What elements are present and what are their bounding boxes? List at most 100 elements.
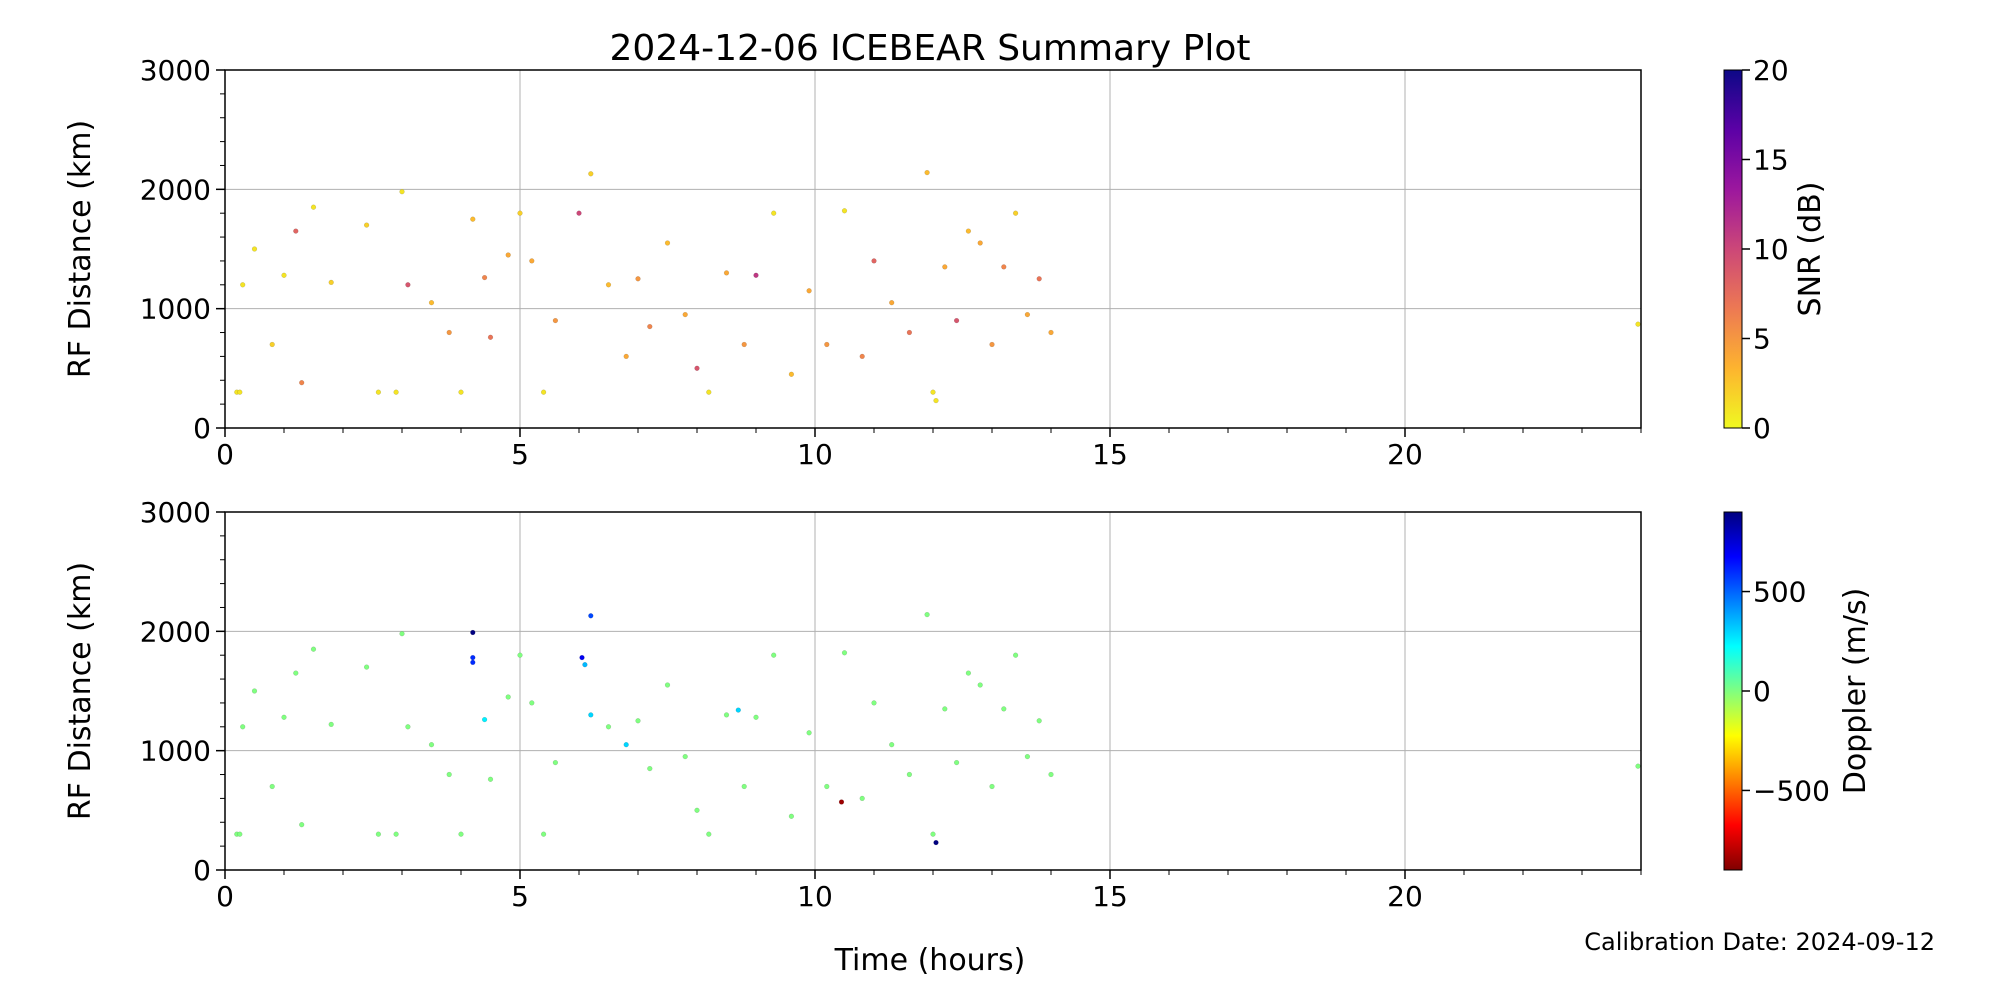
- scatter-point: [1001, 706, 1007, 712]
- x-tick-label: 20: [1387, 880, 1423, 913]
- scatter-point: [1012, 210, 1019, 216]
- scatter-point: [240, 282, 246, 288]
- scatter-point: [328, 279, 334, 286]
- scatter-point: [989, 783, 995, 790]
- axis-ticks: 0 5 10 15 20 0 1000 2000 3000: [140, 496, 1642, 913]
- scatter-point: [977, 682, 983, 688]
- scatter-point: [741, 341, 747, 348]
- y-axis-label: RF Distance (km): [63, 120, 98, 378]
- scatter-point: [364, 664, 370, 670]
- colorbar-ticks: −500 0 500: [1742, 576, 1830, 807]
- grid-lines: [225, 70, 1641, 428]
- scatter-point: [771, 652, 777, 658]
- y-tick-label: 0: [193, 412, 211, 445]
- colorbar-label: Doppler (m/s): [1838, 588, 1873, 795]
- colorbar-tick-label: −500: [1753, 774, 1830, 807]
- colorbar-ticks: 0 5 10 15 20: [1742, 54, 1789, 445]
- calibration-date: Calibration Date: 2024-09-12: [1584, 928, 1935, 956]
- scatter-point: [482, 716, 488, 723]
- scatter-point: [735, 707, 741, 713]
- scatter-point: [605, 724, 612, 730]
- scatter-point: [635, 276, 641, 282]
- y-tick-label: 2000: [140, 615, 211, 648]
- scatter-point: [399, 631, 405, 637]
- scatter-points: [234, 170, 1641, 404]
- scatter-point: [706, 831, 712, 837]
- scatter-point: [470, 654, 476, 661]
- scatter-point: [237, 831, 243, 837]
- scatter-point: [771, 210, 777, 216]
- colorbar-tick-label: 500: [1753, 576, 1806, 609]
- scatter-point: [251, 688, 258, 694]
- scatter-point: [889, 742, 895, 748]
- colorbar-tick-label: 20: [1753, 54, 1789, 87]
- scatter-point: [588, 613, 594, 619]
- scatter-point: [977, 240, 983, 246]
- scatter-point: [706, 389, 712, 395]
- scatter-point: [281, 714, 287, 720]
- scatter-point: [482, 275, 488, 281]
- scatter-point: [623, 742, 629, 748]
- scatter-points: [234, 611, 1641, 846]
- colorbar-tick-label: 5: [1753, 323, 1771, 356]
- y-tick-label: 0: [193, 854, 211, 887]
- scatter-point: [924, 611, 930, 618]
- scatter-point: [647, 765, 653, 772]
- scatter-point: [723, 270, 730, 276]
- scatter-point: [470, 216, 476, 222]
- scatter-point: [635, 718, 641, 724]
- y-tick-label: 3000: [140, 496, 211, 529]
- colorbar-tick-label: 0: [1753, 412, 1771, 445]
- scatter-point: [682, 753, 688, 760]
- scatter-point: [753, 272, 759, 278]
- axis-ticks: 0 5 10 15 20 0 1000 2000 3000: [140, 54, 1642, 471]
- scatter-point: [375, 389, 382, 395]
- scatter-point: [694, 365, 700, 371]
- colorbar-tick-label: 15: [1753, 144, 1789, 177]
- scatter-point: [906, 329, 913, 336]
- scatter-point: [953, 318, 960, 324]
- x-tick-label: 20: [1387, 438, 1423, 471]
- scatter-point: [375, 831, 382, 837]
- figure-title: 2024-12-06 ICEBEAR Summary Plot: [610, 28, 1251, 69]
- x-tick-label: 0: [216, 438, 234, 471]
- scatter-point: [824, 341, 830, 348]
- scatter-point: [299, 822, 305, 828]
- y-tick-label: 2000: [140, 173, 211, 206]
- scatter-point: [251, 246, 258, 252]
- scatter-point: [487, 776, 494, 782]
- scatter-point: [328, 721, 334, 728]
- scatter-point: [399, 189, 405, 195]
- scatter-point: [1024, 312, 1031, 318]
- scatter-point: [428, 300, 435, 306]
- scatter-point: [682, 312, 688, 318]
- scatter-point: [405, 724, 411, 730]
- scatter-point: [237, 389, 243, 395]
- scatter-point: [942, 264, 948, 270]
- scatter-point: [529, 258, 535, 264]
- scatter-point: [965, 228, 972, 234]
- scatter-point: [788, 371, 795, 377]
- scatter-point: [1036, 718, 1042, 724]
- plot-frame: [224, 69, 1642, 429]
- scatter-point: [841, 208, 848, 214]
- scatter-point: [647, 324, 653, 330]
- scatter-point: [741, 783, 747, 790]
- y-tick-label: 1000: [140, 293, 211, 326]
- panel-doppler: 0 5 10 15 20 0 1000 2000 3000 RF Distance (km) −…: [63, 496, 1873, 913]
- panel-snr: 0 5 10 15 20 0 1000 2000 3000 RF Distance (km) 0…: [63, 54, 1828, 471]
- scatter-point: [889, 300, 895, 306]
- scatter-point: [458, 831, 464, 837]
- colorbar-tick-label: 10: [1753, 233, 1789, 266]
- scatter-point: [788, 813, 795, 819]
- scatter-point: [1635, 321, 1641, 327]
- scatter-point: [269, 783, 275, 790]
- scatter-point: [240, 724, 246, 730]
- x-tick-label: 10: [797, 880, 833, 913]
- scatter-point: [576, 210, 582, 216]
- scatter-point: [582, 662, 588, 668]
- scatter-point: [517, 210, 523, 216]
- scatter-point: [989, 341, 995, 348]
